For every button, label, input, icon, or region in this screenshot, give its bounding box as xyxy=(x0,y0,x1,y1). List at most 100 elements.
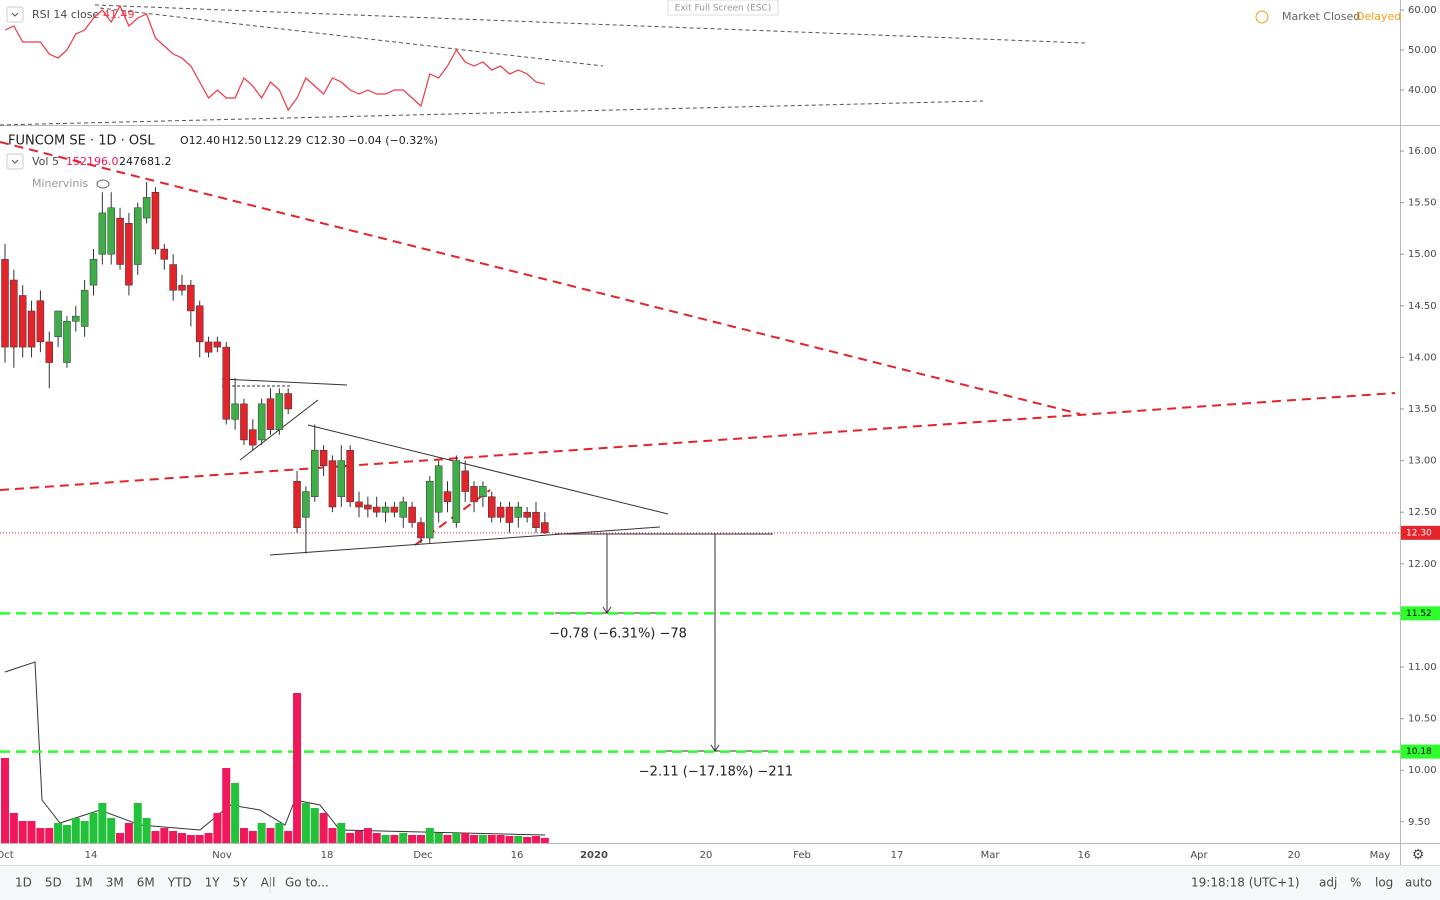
volume-bar xyxy=(532,836,540,843)
collapse-button[interactable] xyxy=(6,6,24,23)
range-button[interactable]: 5Y xyxy=(233,876,249,890)
candle-body xyxy=(505,506,514,523)
clock: 19:18:18 (UTC+1) xyxy=(1191,876,1300,890)
y-tick-label: 10.00 xyxy=(1408,765,1437,776)
symbol-title: FUNCOM SE · 1D · OSL xyxy=(8,134,155,149)
volume-bar xyxy=(98,803,107,843)
y-tick-label: 12.50 xyxy=(1408,507,1437,518)
exit-fullscreen[interactable] xyxy=(667,0,779,16)
range-button[interactable]: 1M xyxy=(75,876,93,890)
scale-option[interactable]: log xyxy=(1375,876,1393,890)
volume-ma-value: 247681.2 xyxy=(119,155,172,168)
candle-body xyxy=(45,341,53,363)
candle-body xyxy=(240,403,248,441)
candle-body xyxy=(151,192,160,250)
volume-bar xyxy=(381,835,390,843)
volume-bar xyxy=(399,833,408,843)
volume-bar xyxy=(275,823,284,843)
range-button[interactable]: 1D xyxy=(15,876,32,890)
measure-label: −2.11 (−17.18%) −211 xyxy=(639,765,793,780)
drawings xyxy=(0,4,1396,836)
range-button[interactable]: All xyxy=(261,876,276,890)
candle-body xyxy=(514,506,523,518)
volume-bar xyxy=(452,833,461,843)
settings-icon[interactable]: ⚙ xyxy=(1412,847,1425,863)
price-label: 11.52 xyxy=(1406,609,1432,619)
x-tick-label: Mar xyxy=(981,850,1001,861)
candle-body xyxy=(195,305,204,343)
candle-body xyxy=(328,460,337,508)
y-tick-label: 15.00 xyxy=(1408,249,1437,260)
range-button[interactable]: YTD xyxy=(167,876,192,890)
candle-body xyxy=(18,295,27,348)
volume-bar xyxy=(36,828,45,843)
volume-bar xyxy=(257,823,266,843)
volume-bar xyxy=(523,837,532,843)
candle-body xyxy=(249,429,257,446)
range-button[interactable]: 5D xyxy=(45,876,62,890)
volume-bar xyxy=(107,818,116,843)
x-tick-label: 16 xyxy=(1078,850,1091,861)
candle-body xyxy=(125,222,133,286)
trendline xyxy=(307,424,669,515)
measure-label: −0.78 (−6.31%) −78 xyxy=(549,627,687,642)
y-tick-label: 14.00 xyxy=(1408,352,1437,363)
range-button[interactable]: 3M xyxy=(106,876,124,890)
volume-bar xyxy=(487,835,496,843)
rsi-title: RSI 14 close xyxy=(32,8,99,21)
trendline xyxy=(221,378,348,386)
volume-bar xyxy=(186,835,195,843)
chevron xyxy=(11,159,19,164)
volume-bar xyxy=(160,828,169,843)
volume-bar xyxy=(266,828,275,843)
candle-body xyxy=(204,341,213,353)
volume-bar xyxy=(248,831,257,843)
volume-bar xyxy=(425,828,434,843)
volume-bar xyxy=(45,828,54,843)
volume-bar xyxy=(293,693,302,843)
collapse-button[interactable] xyxy=(6,153,24,170)
volume-bar xyxy=(478,835,487,843)
x-tick-label: Dec xyxy=(413,850,432,861)
candle-body xyxy=(426,480,434,539)
candle-body xyxy=(532,511,540,528)
volume-bar xyxy=(142,818,151,843)
candle-body xyxy=(399,501,407,518)
volume-bar xyxy=(222,768,231,843)
candle-body xyxy=(319,450,328,467)
volume-bar xyxy=(18,821,27,843)
candle-body xyxy=(222,346,230,420)
hide-icon[interactable] xyxy=(96,179,110,189)
goto-button[interactable]: Go to... xyxy=(285,876,329,890)
volume-bar xyxy=(1,758,9,843)
volume-bar xyxy=(54,823,63,843)
candle-body xyxy=(54,310,62,338)
scale-option[interactable]: adj xyxy=(1319,876,1337,890)
volume-value: 152196.0 xyxy=(66,155,119,168)
volume-bar xyxy=(514,836,523,843)
candle-body xyxy=(461,470,469,492)
x-tick-label: 20 xyxy=(1288,850,1301,861)
candle-body xyxy=(63,321,71,363)
trendline xyxy=(0,141,1081,415)
volume-bar xyxy=(178,833,186,843)
x-tick-label: 20 xyxy=(700,850,713,861)
scale-option[interactable]: % xyxy=(1350,876,1361,890)
range-button[interactable]: 6M xyxy=(137,876,155,890)
x-tick-label: Feb xyxy=(793,850,811,861)
candle-body xyxy=(337,460,346,497)
volume-bar xyxy=(80,821,89,843)
candle-body xyxy=(293,480,301,528)
candle-body xyxy=(346,450,354,503)
scale-option[interactable]: auto xyxy=(1405,876,1432,890)
candle-body xyxy=(372,506,381,513)
candle-body xyxy=(541,522,549,534)
range-button[interactable]: 1Y xyxy=(205,876,221,890)
volume-bar xyxy=(319,813,328,843)
volume-bar xyxy=(461,833,470,843)
chevron xyxy=(11,12,19,17)
volume-bar xyxy=(27,821,36,843)
indicator-name: Minervinis xyxy=(32,177,88,190)
volume-bar xyxy=(284,831,293,843)
ohlc-change: −0.04 (−0.32%) xyxy=(348,134,438,147)
